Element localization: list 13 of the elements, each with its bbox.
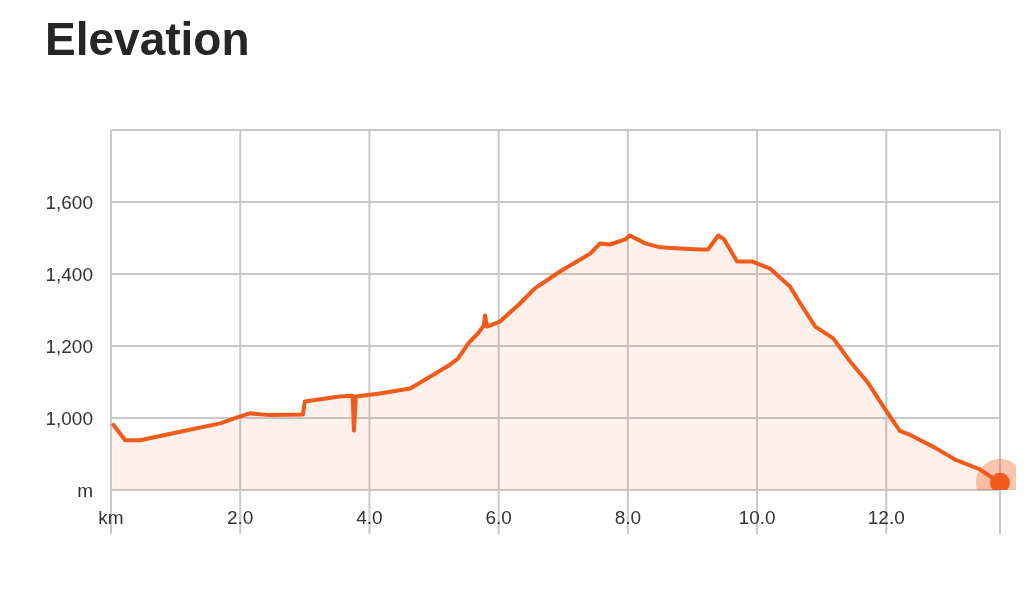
y-tick-label: 1,600	[45, 192, 93, 213]
y-tick-label: 1,000	[45, 408, 93, 429]
x-tick-label: km	[98, 507, 124, 528]
chart-title: Elevation	[45, 12, 250, 66]
y-tick-label: 1,200	[45, 336, 93, 357]
x-tick-label: 12.0	[867, 507, 905, 528]
y-tick-label: 1,400	[45, 264, 93, 285]
x-tick-label: 2.0	[227, 507, 254, 528]
y-tick-label: m	[77, 480, 93, 501]
x-tick-label: 8.0	[614, 507, 642, 528]
x-tick-label: 6.0	[485, 507, 512, 528]
x-tick-label: 10.0	[738, 507, 776, 528]
x-tick-label: 4.0	[356, 507, 383, 528]
